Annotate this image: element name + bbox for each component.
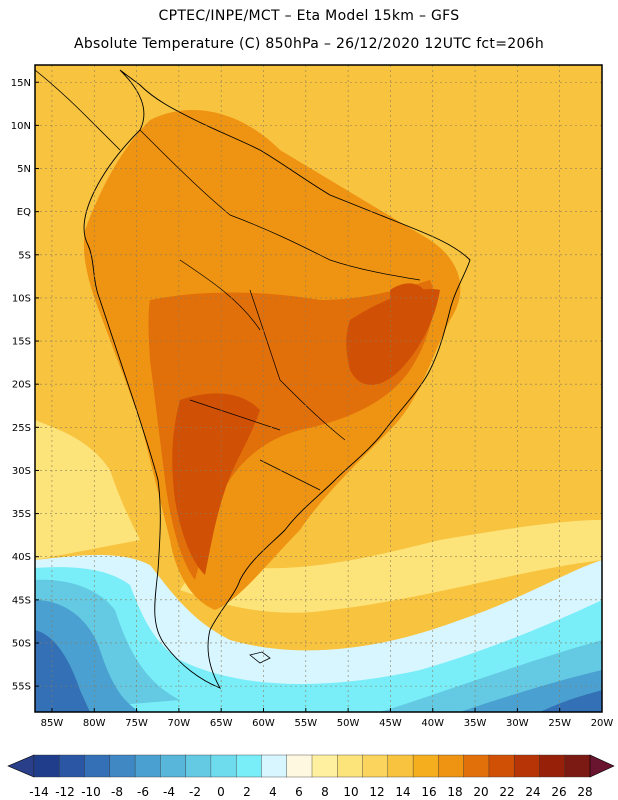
lat-label: 15S [12, 337, 31, 348]
colorbar-label: 10 [343, 785, 358, 799]
lon-label: 75W [125, 718, 148, 729]
colorbar-swatch [210, 754, 237, 778]
colorbar-swatch [33, 754, 60, 778]
lat-label: 25S [12, 423, 31, 434]
map-field [35, 65, 602, 712]
colorbar-label: -8 [111, 785, 123, 799]
colorbar-swatch [539, 754, 566, 778]
colorbar-swatch [185, 754, 212, 778]
lon-label: 85W [41, 718, 64, 729]
lon-label: 40W [421, 718, 444, 729]
lon-label: 70W [168, 718, 191, 729]
lon-label: 30W [506, 718, 529, 729]
colorbar-swatch [160, 754, 187, 778]
colorbar-under-arrow [7, 754, 35, 778]
colorbar-label: 6 [295, 785, 303, 799]
colorbar-label: 22 [499, 785, 514, 799]
colorbar-label: -14 [29, 785, 49, 799]
lat-label: 10S [12, 293, 31, 304]
lon-label: 25W [548, 718, 571, 729]
lat-label: 20S [12, 380, 31, 391]
lat-label: 10N [11, 121, 31, 132]
map-frame [34, 64, 603, 713]
map-title-line-2: Absolute Temperature (C) 850hPa – 26/12/… [73, 36, 545, 52]
lat-label: 5S [18, 250, 31, 261]
lat-label: 5N [17, 164, 31, 175]
lon-label: 35W [464, 718, 487, 729]
colorbar-label: -2 [189, 785, 201, 799]
colorbar-swatch [513, 754, 540, 778]
lon-label: 50W [337, 718, 360, 729]
colorbar-over-arrow [589, 754, 615, 778]
lat-label: 45S [12, 595, 31, 606]
colorbar-swatch [286, 754, 313, 778]
longitude-axis: 85W 80W 75W 70W 65W 60W 55W 50W 45W 40W 35W 30W 25W 2… [41, 708, 614, 729]
lon-label: 55W [294, 718, 317, 729]
cold-band-2 [35, 567, 602, 712]
latitude-axis: 15N 10N 5N EQ 5S 10S 15S 20S 25S 30S 35S 40S 45S 50S 5… [11, 78, 39, 693]
colorbar-label: 18 [447, 785, 462, 799]
lon-label: 60W [252, 718, 275, 729]
colorbar-swatch [84, 754, 111, 778]
colorbar-label: 24 [525, 785, 540, 799]
colorbar-swatch [362, 754, 389, 778]
colorbar-label: 16 [421, 785, 436, 799]
colorbar-label: 14 [395, 785, 410, 799]
colorbar-label: 0 [217, 785, 225, 799]
colorbar-swatch [488, 754, 515, 778]
lat-label: 35S [12, 509, 31, 520]
colorbar-label: -12 [55, 785, 75, 799]
lon-label: 65W [210, 718, 233, 729]
colorbar-swatch [59, 754, 86, 778]
map-title-line-1: CPTEC/INPE/MCT – Eta Model 15km – GFS [158, 8, 460, 24]
lat-label: 55S [12, 682, 31, 693]
colorbar-label: -10 [81, 785, 101, 799]
colorbar-label: 28 [577, 785, 592, 799]
colorbar-label: 26 [551, 785, 566, 799]
pale-ocean-pacific [35, 420, 140, 560]
colorbar-label: 2 [243, 785, 251, 799]
colorbar-label: 12 [369, 785, 384, 799]
pale-ocean-atlantic [180, 520, 602, 613]
colorbar-label: -4 [163, 785, 175, 799]
lat-label: 40S [12, 552, 31, 563]
colorbar-swatch [463, 754, 490, 778]
lon-label: 80W [83, 718, 106, 729]
colorbar-swatch [438, 754, 465, 778]
colorbar-swatch [109, 754, 136, 778]
falkland-islands [249, 651, 271, 664]
colorbar-swatch [387, 754, 414, 778]
lat-label: 30S [12, 466, 31, 477]
colorbar-label: 8 [321, 785, 329, 799]
colorbar-label: 20 [473, 785, 488, 799]
colorbar-label: 4 [269, 785, 277, 799]
colorbar-swatch [412, 754, 439, 778]
colorbar [7, 754, 615, 778]
lat-label: 15N [11, 78, 31, 89]
colorbar-swatch [311, 754, 338, 778]
colorbar-label: -6 [137, 785, 149, 799]
lat-label: EQ [17, 207, 31, 218]
country-borders [139, 129, 421, 491]
colorbar-labels: -14 -12 -10 -8 -6 -4 -2 0 2 4 6 8 10 12 14 16 18 20 22 24 26… [29, 785, 592, 799]
colorbar-swatch [564, 754, 591, 778]
colorbar-swatch [134, 754, 161, 778]
colorbar-swatch [337, 754, 364, 778]
lat-label: 50S [12, 638, 31, 649]
central-america-coast [35, 69, 121, 151]
colorbar-swatch [235, 754, 262, 778]
lon-label: 20W [591, 718, 614, 729]
cold-band-4 [35, 600, 602, 712]
coastline [83, 69, 471, 689]
lon-label: 45W [379, 718, 402, 729]
colorbar-swatch [261, 754, 288, 778]
